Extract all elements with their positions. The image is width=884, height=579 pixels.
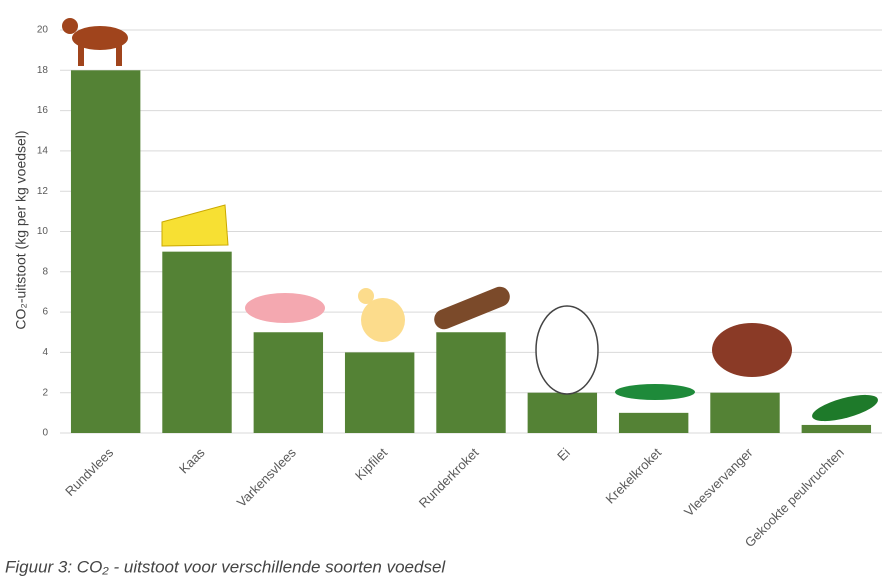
bar [527,392,598,433]
cricket-icon [615,384,695,400]
x-tick-label: Runderkroket [416,445,482,511]
cow-head [62,18,78,34]
x-tick-label: Ei [554,445,573,464]
x-tick-label: Varkensvlees [234,445,299,510]
y-tick-label: 8 [42,266,48,277]
y-tick-label: 16 [37,105,49,116]
kroket-icon [434,286,510,330]
bar [436,332,506,433]
bar [162,251,232,433]
egg-icon [535,305,599,395]
y-tick-label: 0 [42,428,48,439]
y-axis-label: CO₂-uitstoot (kg per kg voedsel) [13,130,29,329]
chicken-head [358,288,374,304]
caption: Figuur 3: CO₂ - uitstoot voor verschille… [5,557,446,576]
x-tick-label: Kipfilet [352,445,390,483]
y-tick-label: 2 [42,387,48,398]
cow-leg [116,44,122,66]
y-tick-label: 18 [37,65,49,76]
bar [710,392,780,433]
cow-icon [72,26,128,50]
y-tick-label: 10 [37,226,49,237]
y-tick-label: 12 [37,186,49,197]
x-tick-label: Gekookte peulvruchten [742,445,847,550]
bar [801,424,872,433]
y-tick-label: 20 [37,25,49,36]
meat-substitute-icon [712,323,792,377]
x-tick-label: Kaas [176,445,208,477]
chicken-icon [361,298,405,342]
bar [344,352,415,433]
food-icons [62,18,878,422]
x-tick-label: Krekelkroket [603,445,665,507]
bar [253,332,324,433]
y-tick-label: 4 [42,347,48,358]
pig-icon [245,293,325,323]
x-tick-label: Vleesvervanger [681,444,756,519]
cow-leg [78,44,84,66]
x-tick-label: Rundvlees [62,445,116,499]
cheese-icon [161,204,229,247]
bar [70,70,141,434]
y-tick-label: 6 [42,307,48,318]
bar [618,412,689,433]
y-tick-label: 14 [37,146,49,157]
peas-icon [812,394,878,422]
